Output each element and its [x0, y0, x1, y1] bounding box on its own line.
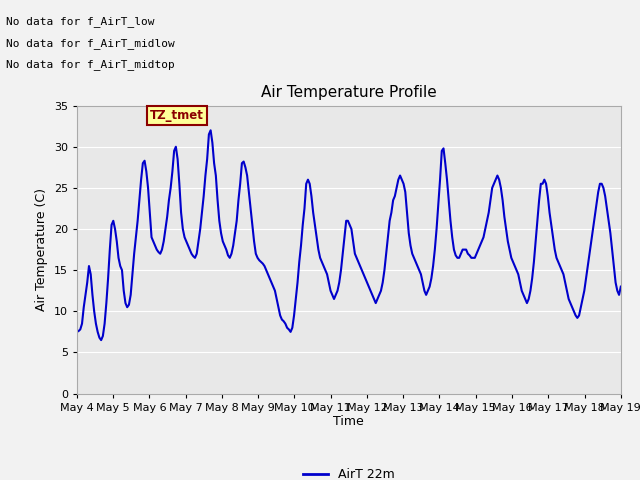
Y-axis label: Air Temperature (C): Air Temperature (C) [35, 188, 48, 311]
Text: No data for f_AirT_midlow: No data for f_AirT_midlow [6, 37, 175, 48]
Text: No data for f_AirT_low: No data for f_AirT_low [6, 16, 155, 27]
Legend: AirT 22m: AirT 22m [298, 463, 399, 480]
X-axis label: Time: Time [333, 415, 364, 429]
Title: Air Temperature Profile: Air Temperature Profile [261, 85, 436, 100]
Text: TZ_tmet: TZ_tmet [150, 108, 204, 121]
Text: No data for f_AirT_midtop: No data for f_AirT_midtop [6, 59, 175, 70]
